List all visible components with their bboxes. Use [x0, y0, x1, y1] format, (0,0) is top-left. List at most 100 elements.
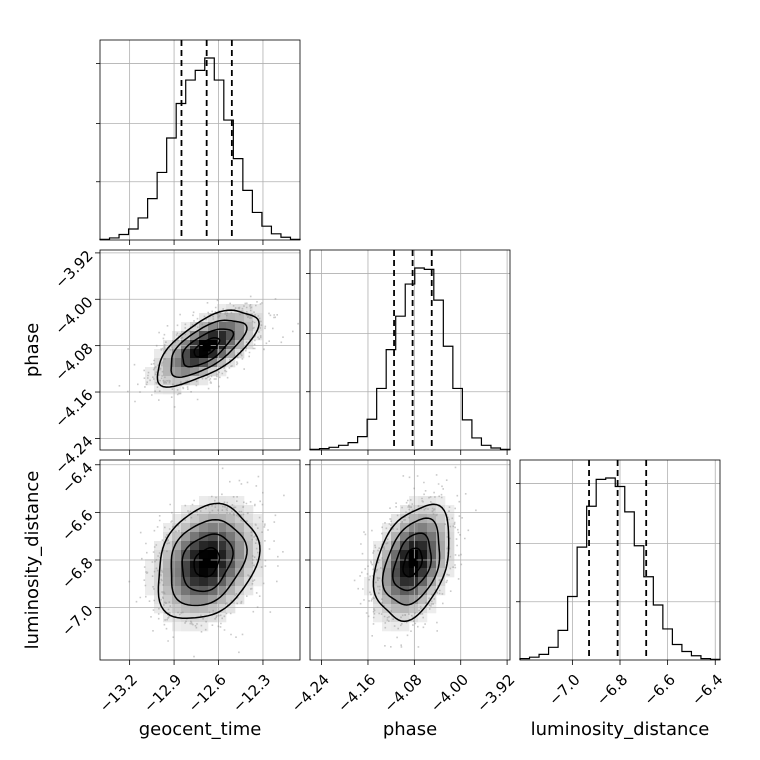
density-cell — [400, 505, 410, 515]
density-cell — [226, 586, 236, 596]
density-cell — [199, 349, 209, 359]
density-cell — [244, 541, 254, 551]
density-cell — [208, 523, 218, 533]
density-cell — [418, 568, 428, 578]
density-cell — [409, 568, 419, 578]
density-cell — [418, 586, 428, 596]
density-cell — [217, 586, 227, 596]
density-cell — [253, 550, 263, 560]
density-cell — [163, 340, 173, 350]
density-cell — [145, 376, 155, 386]
density-cell — [181, 367, 191, 377]
contour-level-0 — [402, 547, 423, 578]
density-cell — [409, 505, 419, 515]
xlabel-luminosity_distance: luminosity_distance — [531, 719, 710, 740]
density-cell — [427, 523, 437, 533]
density-cell — [244, 514, 254, 524]
density-cell — [436, 523, 446, 533]
hist-panel-geocent_time — [99, 39, 301, 241]
density-cell — [145, 577, 155, 587]
density-cell — [163, 613, 173, 623]
density-cell — [145, 559, 155, 569]
density-cell — [163, 604, 173, 614]
density-cell — [409, 541, 419, 551]
density-cell — [199, 541, 209, 551]
density-cell — [409, 595, 419, 605]
density-cell — [244, 331, 254, 341]
density-cell — [235, 340, 245, 350]
density-cell — [382, 613, 392, 623]
density-cell — [208, 613, 218, 623]
ylabel-phase: phase — [22, 323, 43, 377]
contour-level-3 — [372, 503, 450, 623]
density-cell — [172, 340, 182, 350]
density-cell — [253, 331, 263, 341]
density-cell — [172, 358, 182, 368]
density-cell — [235, 313, 245, 323]
density-cell — [208, 313, 218, 323]
density-cell — [427, 505, 437, 515]
density-cell — [226, 568, 236, 578]
frames-layer — [95, 39, 721, 665]
density-cell — [190, 376, 200, 386]
density-cell — [199, 613, 209, 623]
density-cell — [208, 496, 218, 506]
density-cell — [190, 532, 200, 542]
density-cell — [226, 532, 236, 542]
density-cell — [208, 514, 218, 524]
density-cell — [400, 577, 410, 587]
density-cell — [253, 322, 263, 332]
density-cell — [427, 496, 437, 506]
density-cell — [208, 586, 218, 596]
density-cell — [208, 322, 218, 332]
density-cell — [190, 577, 200, 587]
density-cell — [190, 514, 200, 524]
density-cell — [427, 532, 437, 542]
density-cell — [445, 550, 455, 560]
density-cell — [391, 577, 401, 587]
density-cell — [418, 613, 428, 623]
density-cell — [163, 586, 173, 596]
density-cell — [181, 505, 191, 515]
ylabel-luminosity_distance: luminosity_distance — [22, 471, 43, 650]
density-cell — [427, 586, 437, 596]
density-cell — [373, 613, 383, 623]
density-cell — [172, 604, 182, 614]
density-cell — [217, 505, 227, 515]
density-cell — [172, 367, 182, 377]
density-cell — [172, 532, 182, 542]
density-cell — [199, 505, 209, 515]
density-cell — [226, 340, 236, 350]
density-cell — [244, 505, 254, 515]
density-cell — [217, 550, 227, 560]
density-cell — [208, 349, 218, 359]
density-cell — [445, 541, 455, 551]
density-cell — [244, 523, 254, 533]
density-cell — [382, 550, 392, 560]
density-cell — [199, 376, 209, 386]
density-cell — [172, 586, 182, 596]
density-cell — [445, 532, 455, 542]
density-cell — [172, 523, 182, 533]
density-cell — [418, 550, 428, 560]
density-cell — [382, 604, 392, 614]
density-cell — [190, 322, 200, 332]
density-cell — [172, 331, 182, 341]
density-cell — [409, 586, 419, 596]
density-cell — [400, 550, 410, 560]
xlabel-geocent_time: geocent_time — [139, 719, 262, 740]
density-cell — [163, 568, 173, 578]
density-cell — [217, 604, 227, 614]
density-cell — [208, 532, 218, 542]
density-cell — [154, 541, 164, 551]
density-cell — [418, 532, 428, 542]
density-cell — [445, 568, 455, 578]
density-cell — [172, 550, 182, 560]
density-cell — [382, 595, 392, 605]
density-cell — [409, 550, 419, 560]
density-cell — [391, 541, 401, 551]
density-cell — [154, 385, 164, 395]
density-cell — [163, 385, 173, 395]
